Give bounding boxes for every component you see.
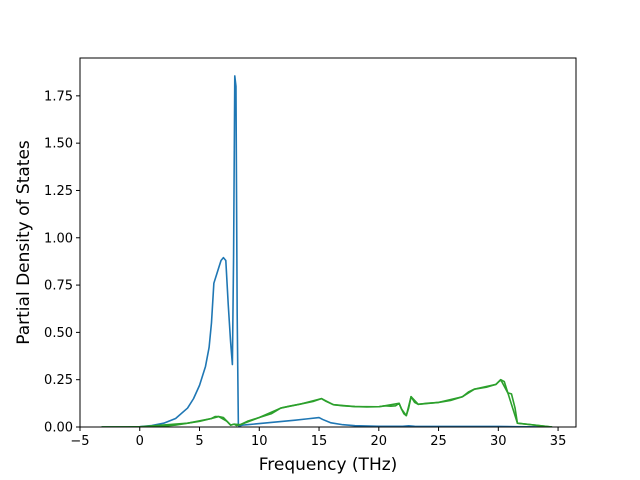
x-tick-label: 10 [251,434,268,449]
x-tick-label: 5 [195,434,203,449]
y-tick-label: 0.75 [44,279,73,294]
x-tick-label: 15 [311,434,328,449]
series-line-3 [101,378,553,427]
x-tick-label: 25 [430,434,447,449]
y-tick-label: 1.75 [44,89,73,104]
y-tick-label: 1.25 [44,184,73,199]
x-tick-label: 0 [136,434,144,449]
series-line-1 [101,75,553,427]
axes-frame [79,57,577,428]
y-axis-label: Partial Density of States [14,140,34,345]
y-axis: 0.00 0.25 0.50 0.75 1.00 1.25 1.50 1.75 [44,89,80,436]
y-tick-label: 1.00 [44,231,73,246]
y-tick-label: 0.50 [44,326,73,341]
x-tick-label: 20 [371,434,388,449]
y-tick-label: 0.00 [44,421,73,436]
x-tick-label: 35 [550,434,567,449]
series-layer [101,75,553,427]
x-tick-label: −5 [70,434,89,449]
x-axis: −5 0 5 10 15 20 25 30 35 [70,427,566,449]
y-tick-label: 1.50 [44,137,73,152]
y-tick-label: 0.25 [44,373,73,388]
x-axis-label: Frequency (THz) [259,455,398,475]
x-tick-label: 30 [490,434,507,449]
